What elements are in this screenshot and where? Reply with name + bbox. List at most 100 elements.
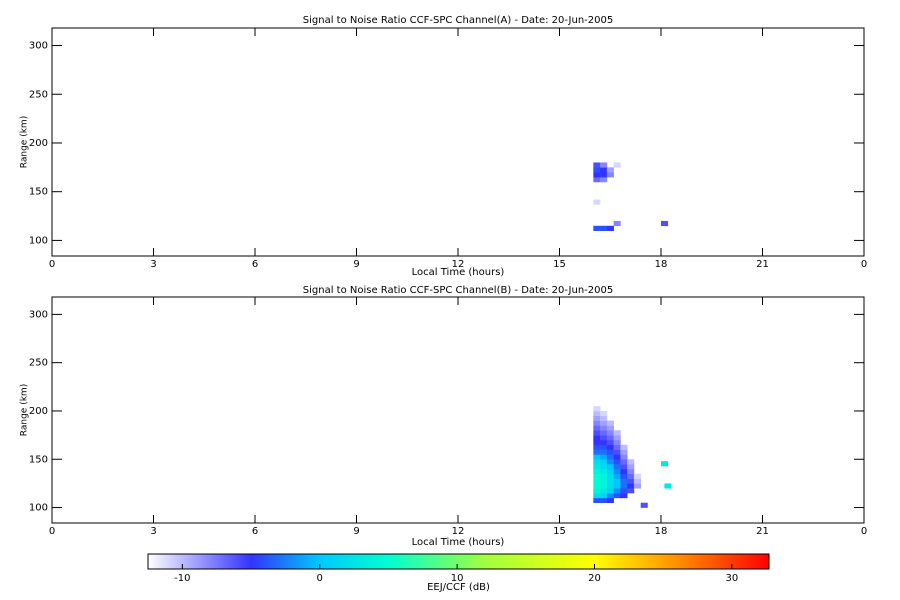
heatmap-cell bbox=[613, 459, 621, 465]
heatmap-cell bbox=[600, 167, 608, 173]
heatmap-cell bbox=[633, 478, 641, 484]
heatmap-cell bbox=[613, 464, 621, 470]
heatmap-cell bbox=[627, 488, 635, 494]
x-tick-label: 12 bbox=[452, 526, 465, 537]
heatmap-cell bbox=[620, 473, 628, 479]
heatmap-cell bbox=[593, 497, 601, 504]
heatmap-cell bbox=[600, 410, 608, 417]
x-tick-label: 21 bbox=[756, 526, 769, 537]
heatmap-cell bbox=[627, 459, 635, 465]
heatmap-cell bbox=[606, 225, 614, 231]
x-tick-label: 9 bbox=[353, 526, 359, 537]
heatmap-cell bbox=[606, 464, 614, 470]
y-tick-label: 250 bbox=[29, 358, 48, 369]
heatmap-cell bbox=[606, 167, 614, 173]
heatmap-cell bbox=[600, 478, 608, 484]
x-tick-label: 18 bbox=[655, 259, 668, 270]
heatmap-cell bbox=[593, 410, 601, 417]
colorbar-tick-label: -10 bbox=[174, 573, 190, 584]
heatmap-cell bbox=[613, 435, 621, 441]
heatmap-cell bbox=[606, 468, 614, 475]
heatmap-cell bbox=[613, 439, 621, 446]
colorbar-tick-label: 20 bbox=[588, 573, 601, 584]
heatmap-cell bbox=[593, 488, 601, 494]
heatmap-cell bbox=[600, 449, 608, 455]
heatmap-cell bbox=[600, 459, 608, 465]
heatmap-cell bbox=[593, 449, 601, 455]
heatmap-cell bbox=[593, 439, 601, 446]
x-tick-label: 15 bbox=[553, 259, 566, 270]
heatmap-cell bbox=[620, 464, 628, 470]
heatmap-cell bbox=[606, 435, 614, 441]
y-axis-label: Range (km) bbox=[20, 116, 30, 168]
x-tick-label: 6 bbox=[252, 526, 258, 537]
heatmap-cell bbox=[613, 449, 621, 455]
heatmap-cell bbox=[606, 449, 614, 455]
heatmap-cell bbox=[593, 199, 601, 205]
heatmap-cell bbox=[606, 425, 614, 431]
heatmap-cell bbox=[620, 478, 628, 484]
heatmap-cell bbox=[606, 483, 614, 489]
heatmap-cell bbox=[600, 493, 608, 499]
y-tick-label: 150 bbox=[29, 454, 48, 465]
heatmap-cell bbox=[593, 177, 601, 183]
y-tick-label: 300 bbox=[29, 309, 48, 320]
heatmap-cell bbox=[613, 488, 621, 494]
heatmap-cell bbox=[627, 483, 635, 489]
heatmap-cell bbox=[593, 478, 601, 484]
colorbar bbox=[147, 553, 770, 570]
heatmap-cell bbox=[593, 425, 601, 431]
x-tick-label: 0 bbox=[49, 526, 55, 537]
x-tick-label: 9 bbox=[353, 259, 359, 270]
heatmap-cell bbox=[600, 439, 608, 446]
heatmap-cell bbox=[627, 464, 635, 470]
y-tick-label: 100 bbox=[29, 503, 48, 514]
heatmap-cell bbox=[613, 454, 621, 460]
heatmap-cell bbox=[664, 483, 672, 489]
heatmap-cell bbox=[593, 473, 601, 479]
heatmap-cell bbox=[600, 497, 608, 504]
heatmap-cell bbox=[600, 425, 608, 431]
heatmap-cell bbox=[606, 430, 614, 436]
heatmap-cell bbox=[606, 439, 614, 446]
heatmap-cell bbox=[593, 420, 601, 426]
x-tick-label: 0 bbox=[49, 259, 55, 270]
heatmap-cell bbox=[600, 468, 608, 475]
heatmap-cell bbox=[593, 162, 601, 168]
heatmap-cell bbox=[606, 420, 614, 426]
y-tick-label: 100 bbox=[29, 235, 48, 246]
colorbar-label: EEJ/CCF (dB) bbox=[427, 582, 490, 593]
heatmap-cell bbox=[606, 473, 614, 479]
y-tick-label: 150 bbox=[29, 187, 48, 198]
heatmap-cell bbox=[606, 488, 614, 494]
x-tick-label: 0 bbox=[861, 526, 867, 537]
heatmap-cell bbox=[600, 430, 608, 436]
heatmap-cell bbox=[593, 493, 601, 499]
heatmap-cell bbox=[606, 478, 614, 484]
y-tick-label: 250 bbox=[29, 89, 48, 100]
colorbar-tick-label: 10 bbox=[451, 573, 464, 584]
heatmap-cell bbox=[613, 493, 621, 499]
x-tick-label: 12 bbox=[452, 259, 465, 270]
x-axis-label: Local Time (hours) bbox=[412, 537, 505, 548]
heatmap-cell bbox=[593, 172, 601, 178]
x-tick-label: 3 bbox=[150, 526, 156, 537]
heatmap-cell bbox=[627, 468, 635, 475]
colorbar-tick-label: 30 bbox=[726, 573, 739, 584]
heatmap-cell bbox=[600, 415, 608, 421]
heatmap-cell bbox=[600, 177, 608, 183]
heatmap-cell bbox=[633, 483, 641, 489]
heatmap-cell bbox=[600, 454, 608, 460]
heatmap-cell bbox=[620, 488, 628, 494]
heatmap-cell bbox=[620, 444, 628, 450]
heatmap-cell bbox=[600, 464, 608, 470]
heatmap-cell bbox=[593, 167, 601, 173]
heatmap-cell bbox=[593, 459, 601, 465]
heatmap-cell bbox=[613, 162, 621, 168]
heatmap-cell bbox=[613, 473, 621, 479]
heatmap-cell bbox=[606, 459, 614, 465]
heatmap-cell bbox=[593, 406, 601, 412]
heatmap-cell bbox=[600, 473, 608, 479]
heatmap-cell bbox=[620, 459, 628, 465]
